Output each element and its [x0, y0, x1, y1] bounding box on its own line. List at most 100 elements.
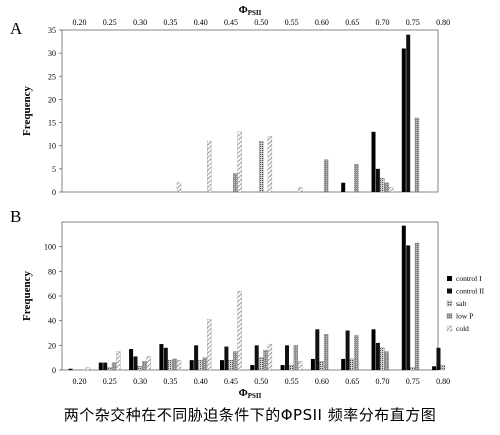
x-axis-label: ΦPSII	[239, 4, 262, 17]
legend-entry: control II	[456, 287, 485, 296]
bar-s2-0.55	[285, 345, 289, 370]
x-tick-label: 0.20	[73, 377, 87, 386]
bar-s1-0.70	[371, 329, 376, 370]
legend-swatch	[446, 300, 453, 307]
x-tick-label: 0.30	[133, 377, 147, 386]
bar-s3-0.70	[380, 347, 385, 371]
bar-s2-0.70	[375, 168, 380, 192]
bar-s2-0.50	[254, 345, 259, 370]
bar-s5-0.20	[85, 367, 91, 371]
x-tick-label: 0.25	[103, 18, 117, 27]
bar-s2-0.80	[436, 347, 441, 370]
x-tick-label: 0.65	[345, 18, 359, 27]
bar-s4-0.45	[233, 173, 238, 193]
y-tick-label: 5	[52, 165, 56, 174]
bar-s1-0.20	[68, 368, 73, 370]
x-axis-label: ΦPSII	[239, 387, 262, 400]
bar-s3-0.70	[380, 177, 385, 193]
bar-s5-0.25	[116, 351, 121, 371]
bar-s1-0.75	[401, 225, 406, 370]
panel-B: B 0 20 40 60 80 100 Frequency 0.20 0.25 0.30 0.35 0.…	[10, 207, 485, 400]
bar-s5-0.30	[146, 356, 151, 371]
bar-s1-0.55	[280, 365, 285, 370]
y-tick-label: 10	[48, 142, 56, 151]
bar-s1-0.60	[310, 358, 315, 370]
bar-s3-0.40	[198, 359, 203, 371]
bar-s2-0.40	[194, 345, 199, 370]
y-tick-label: 35	[48, 26, 56, 35]
y-tick-label: 40	[48, 317, 56, 326]
bar-s3-0.60	[319, 361, 324, 371]
x-tick-label: 0.75	[406, 377, 420, 386]
bar-s1-0.35	[159, 344, 164, 370]
legend-entry: control I	[456, 274, 482, 283]
bar-s3-0.50	[258, 140, 264, 193]
bar-s1-0.65	[341, 182, 346, 192]
bar-s3-0.55	[289, 364, 294, 371]
y-tick-label: 0	[52, 188, 56, 197]
bar-s1-0.40	[189, 360, 194, 370]
bar-s3-0.45	[228, 359, 233, 371]
y-tick-label: 25	[48, 72, 56, 81]
bar-s2-0.35	[163, 347, 168, 370]
y-tick-label: 20	[48, 341, 56, 350]
y-tick-label: 60	[48, 292, 56, 301]
x-tick-label: 0.55	[285, 18, 299, 27]
bar-s4-0.65	[354, 164, 359, 193]
bar-s4-0.55	[293, 345, 298, 371]
bar-s1-0.70	[371, 131, 376, 192]
bar-s4-0.25	[111, 362, 117, 371]
legend-swatch	[447, 276, 452, 281]
x-tick-label: 0.50	[254, 18, 268, 27]
legend-entry: low P	[456, 312, 473, 321]
bar-s4-0.60	[323, 334, 329, 371]
panel-A: A 0 5 10 15 20 25 30 35 Frequency 0.20 0.25 0.30 0.35…	[10, 4, 450, 197]
bar-s4-0.40	[202, 357, 208, 371]
bar-s2-0.25	[103, 362, 108, 370]
bar-s2-0.75	[406, 34, 411, 192]
bar-s4-0.35	[172, 358, 177, 371]
bar-s5-0.45	[237, 290, 242, 371]
x-tick-label: 0.80	[436, 18, 450, 27]
bar-s1-0.80	[432, 366, 437, 370]
bar-s2-0.75	[406, 245, 411, 370]
bar-s4-0.45	[233, 351, 238, 371]
y-tick-label: 20	[48, 95, 56, 104]
bar-s3-0.65	[349, 358, 355, 371]
bar-s2-0.45	[224, 346, 229, 370]
plot-frame	[61, 29, 439, 193]
x-tick-label: 0.20	[73, 18, 87, 27]
bar-s5-0.35	[176, 182, 182, 193]
bar-s4-0.50	[263, 350, 268, 371]
x-tick-label: 0.70	[376, 377, 390, 386]
figure-caption: 两个杂交种在不同胁迫条件下的ΦPSII 频率分布直方图	[63, 406, 437, 424]
bar-s3-0.30	[137, 366, 143, 371]
bar-s4-0.70	[384, 351, 389, 371]
x-tick-label: 0.35	[163, 18, 177, 27]
panel-label: B	[10, 207, 21, 226]
x-tick-label: 0.45	[224, 18, 238, 27]
bar-s2-0.65	[345, 330, 350, 370]
bar-s5-0.40	[207, 140, 212, 193]
bar-s3-0.80	[440, 364, 446, 371]
legend-swatch	[447, 288, 452, 294]
x-tick-label: 0.45	[224, 377, 238, 386]
legend-swatch	[446, 325, 453, 332]
y-tick-label: 80	[48, 267, 56, 276]
bar-s3-0.50	[258, 357, 264, 371]
bar-s1-0.50	[250, 365, 255, 370]
bar-s5-0.40	[207, 319, 212, 371]
bar-s4-0.75	[414, 117, 420, 193]
x-tick-label: 0.40	[194, 18, 208, 27]
bar-s1-0.45	[220, 360, 224, 370]
x-tick-label: 0.40	[194, 377, 208, 386]
bar-s3-0.25	[107, 367, 112, 371]
bar-s5-0.35	[176, 359, 182, 371]
y-tick-label: 15	[48, 119, 56, 128]
legend-entry: salt	[456, 299, 467, 308]
bar-s1-0.75	[401, 48, 406, 193]
y-tick-label: 100	[44, 243, 56, 252]
x-tick-label: 0.50	[254, 377, 268, 386]
bar-s1-0.65	[341, 358, 346, 370]
